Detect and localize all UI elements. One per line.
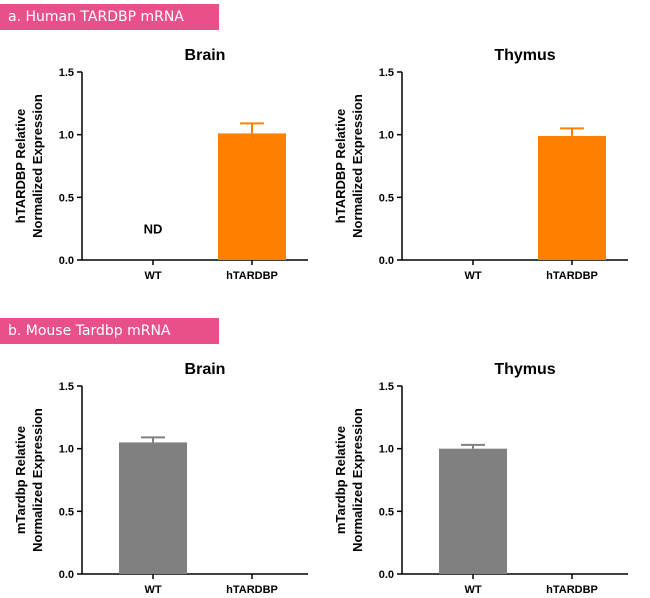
y-tick-label: 0.0 — [59, 255, 74, 267]
x-tick-label: WT — [464, 584, 481, 596]
y-axis-label: Normalized Expression — [350, 94, 365, 238]
y-tick-label: 0.5 — [59, 192, 74, 204]
y-tick-label: 1.0 — [59, 130, 74, 142]
bar — [538, 135, 606, 260]
x-tick-label: hTARDBP — [226, 584, 278, 596]
x-tick-label: WT — [144, 270, 161, 282]
y-axis-label: Normalized Expression — [30, 408, 45, 552]
chart-brain-mouse: Brain mTardbp Relative Normalized Expressi… — [13, 361, 308, 596]
section-b-label: b. Mouse Tardbp mRNA — [0, 318, 219, 344]
y-tick-label: 1.5 — [379, 67, 394, 79]
y-tick-label: 1.0 — [59, 444, 74, 456]
chart-title: Brain — [185, 47, 226, 64]
y-axis-label: Normalized Expression — [350, 408, 365, 552]
bar — [119, 442, 187, 574]
y-axis-label: hTARDBP Relative — [13, 109, 28, 223]
chart-brain-human: Brain hTARDBP Relative Normalized Expressi… — [13, 47, 308, 282]
x-tick-label: hTARDBP — [226, 270, 278, 282]
y-tick-label: 1.5 — [59, 67, 74, 79]
y-tick-label: 0.0 — [379, 569, 394, 581]
x-tick-label: hTARDBP — [546, 584, 598, 596]
x-tick-label: hTARDBP — [546, 270, 598, 282]
y-tick-label: 0.5 — [379, 506, 394, 518]
y-axis-label: mTardbp Relative — [333, 426, 348, 534]
bar — [218, 133, 286, 260]
bar-annotation: ND — [144, 222, 163, 237]
x-tick-label: WT — [464, 270, 481, 282]
chart-thymus-human: Thymus hTARDBP Relative Normalized Express… — [333, 47, 628, 282]
chart-title: Thymus — [494, 47, 555, 64]
y-tick-label: 0.0 — [59, 569, 74, 581]
chart-thymus-mouse: Thymus mTardbp Relative Normalized Express… — [333, 361, 628, 596]
y-tick-label: 1.0 — [379, 444, 394, 456]
y-tick-label: 1.5 — [59, 381, 74, 393]
y-tick-label: 0.5 — [379, 192, 394, 204]
x-tick-label: WT — [144, 584, 161, 596]
y-axis-label: mTardbp Relative — [13, 426, 28, 534]
y-tick-label: 1.5 — [379, 381, 394, 393]
y-axis-label: hTARDBP Relative — [333, 109, 348, 223]
section-a-label: a. Human TARDBP mRNA — [0, 4, 219, 30]
chart-title: Brain — [185, 361, 226, 378]
y-axis-label: Normalized Expression — [30, 94, 45, 238]
y-tick-label: 0.0 — [379, 255, 394, 267]
y-tick-label: 0.5 — [59, 506, 74, 518]
bar — [439, 448, 507, 574]
chart-title: Thymus — [494, 361, 555, 378]
y-tick-label: 1.0 — [379, 130, 394, 142]
